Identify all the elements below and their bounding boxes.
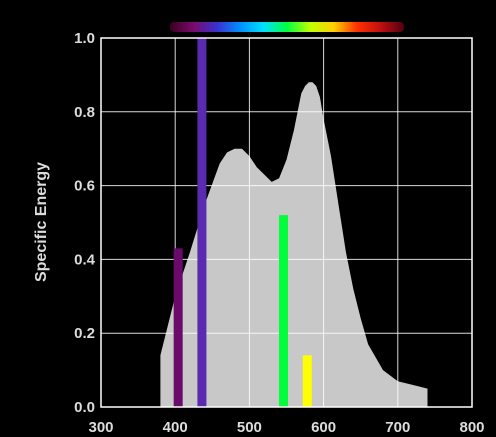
emission-line-404 — [173, 248, 183, 407]
y-tick-label-0.4: 0.4 — [74, 251, 96, 268]
y-tick-label-0.8: 0.8 — [74, 104, 95, 121]
x-tick-label-300: 300 — [88, 419, 113, 436]
emission-line-436 — [197, 38, 207, 407]
spectral-curve — [160, 82, 428, 408]
emission-line-546 — [279, 215, 289, 407]
x-tick-label-400: 400 — [163, 419, 188, 436]
y-tick-label-0.0: 0.0 — [74, 399, 95, 416]
y-tick-label-1.0: 1.0 — [74, 30, 95, 47]
y-axis-label: Specific Energy — [33, 162, 50, 282]
x-tick-label-700: 700 — [385, 419, 410, 436]
y-tick-label-0.2: 0.2 — [74, 325, 95, 342]
y-tick-label-0.6: 0.6 — [74, 178, 95, 195]
emission-line-578 — [302, 355, 312, 407]
x-tick-label-600: 600 — [311, 419, 336, 436]
x-tick-label-800: 800 — [459, 419, 484, 436]
x-tick-label-500: 500 — [237, 419, 262, 436]
plot-border — [100, 37, 473, 408]
visible-spectrum-bar — [170, 22, 404, 32]
